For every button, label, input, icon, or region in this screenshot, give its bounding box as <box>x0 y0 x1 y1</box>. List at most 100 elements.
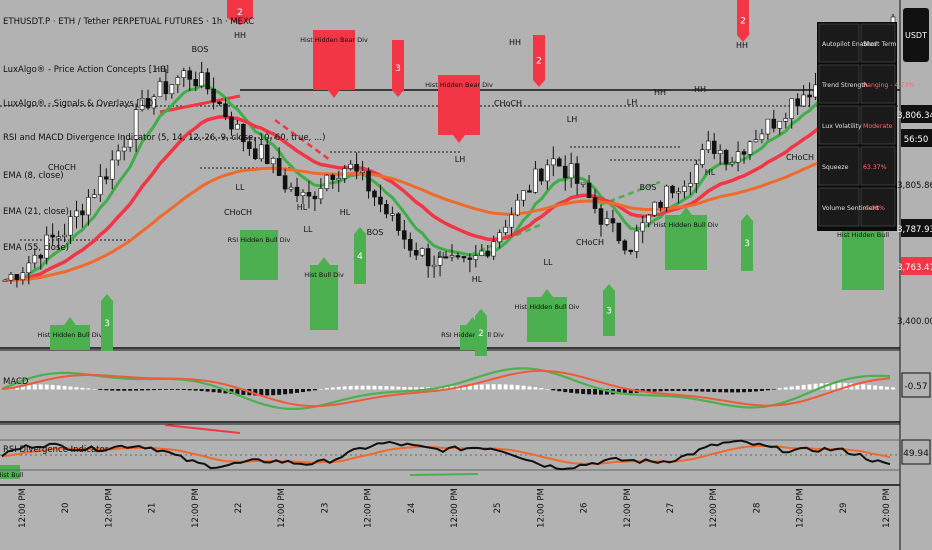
candle-body <box>670 185 675 194</box>
macd-bar <box>44 384 49 390</box>
signal-count-box[interactable] <box>392 40 404 90</box>
signal-count-box[interactable] <box>533 35 545 80</box>
signal-text: Hist Bull Div <box>304 271 344 279</box>
candle-body <box>282 175 288 190</box>
candle-body <box>193 79 198 87</box>
signal-box[interactable] <box>665 215 707 270</box>
legend: ETHUSDT.P · ETH / Tether PERPETUAL FUTUR… <box>3 17 325 253</box>
macd-bar <box>485 384 490 390</box>
signal-count-box[interactable] <box>101 301 113 351</box>
macd-bar <box>879 386 884 390</box>
macd-bar <box>318 388 323 390</box>
legend-rsi-macd-div[interactable]: RSI and MACD Divergence Indicator (5, 14… <box>3 133 325 143</box>
candle-body <box>300 191 306 197</box>
dashboard-key: Trend Strength <box>821 82 868 89</box>
candle-body <box>545 164 550 182</box>
legend-price-action[interactable]: LuxAlgo® - Price Action Concepts [1.0] <box>3 65 169 75</box>
signal-box[interactable] <box>313 30 355 90</box>
candle-body <box>109 159 115 180</box>
macd-bar <box>56 385 61 390</box>
signal-count-box[interactable] <box>603 291 615 336</box>
candle-body <box>604 218 610 225</box>
macd-bar <box>342 386 347 390</box>
macd-bar <box>593 389 597 395</box>
signal-box[interactable] <box>310 265 338 330</box>
signal-count-box[interactable] <box>737 0 749 35</box>
signal-count: 3 <box>104 319 110 329</box>
candle-body <box>795 98 800 107</box>
structure-label: LL <box>544 258 553 267</box>
signal-box[interactable] <box>50 325 90 350</box>
candle-body <box>407 238 413 251</box>
signal-count-box[interactable] <box>227 0 253 18</box>
macd-bar <box>163 389 168 390</box>
candle-body <box>115 150 121 161</box>
dashboard-key-cell <box>818 146 860 186</box>
macd-bar <box>134 389 139 391</box>
macd-bar <box>217 389 222 393</box>
price-axis[interactable]: USDT 3,806.34 56:50 3,805.86 3,787.93 3,763.… <box>897 8 932 465</box>
signal-count-box[interactable] <box>475 316 487 356</box>
macd-bar <box>193 389 198 391</box>
candle-body <box>187 70 193 80</box>
signal-count: 2 <box>536 57 542 67</box>
macd-bar <box>557 389 562 392</box>
dashboard-key: Volume Sentiment <box>822 205 880 212</box>
candle-body <box>580 182 586 185</box>
legend-signals-overlays[interactable]: LuxAlgo® - Signals & Overlays [1.0] <box>3 99 157 109</box>
macd-bar <box>372 385 377 390</box>
candle-body <box>121 146 127 152</box>
rsi-value-label: 49.94 <box>903 449 929 459</box>
time-axis-label: 25 <box>493 503 503 514</box>
macd-bar <box>521 385 526 390</box>
candle-body <box>169 84 175 95</box>
candle-body <box>419 248 425 256</box>
candle-body <box>372 190 377 198</box>
structure-label: CHoCH <box>576 238 604 247</box>
macd-title[interactable]: MACD <box>3 377 29 387</box>
signal-box[interactable] <box>0 465 20 479</box>
macd-bar <box>712 389 717 393</box>
time-axis[interactable]: 12:00 PM 20 12:00 PM 21 12:00 PM 22 12:00 PM 23… <box>18 488 892 528</box>
time-axis-label: 12:00 PM <box>364 488 374 528</box>
legend-ema-55[interactable]: EMA (55, close) <box>3 243 69 253</box>
candle-body <box>151 96 157 109</box>
candle-body <box>676 191 681 194</box>
macd-bar <box>152 389 156 391</box>
rsi-title[interactable]: RSI Divergence Indicator <box>3 445 109 455</box>
currency-badge[interactable] <box>903 8 929 62</box>
signal-box[interactable] <box>240 230 278 280</box>
time-axis-label: 12:00 PM <box>709 488 719 528</box>
macd-bar <box>169 389 174 390</box>
candle-body <box>503 226 508 233</box>
signal-box[interactable] <box>842 225 884 290</box>
legend-ema-21[interactable]: EMA (21, close) <box>3 207 69 217</box>
dashboard-value: 63.37% <box>863 164 887 171</box>
candle-body <box>74 210 79 217</box>
candle-body <box>711 140 717 154</box>
macd-bar <box>306 389 311 392</box>
candle-body <box>622 240 628 251</box>
candle-body <box>771 118 777 129</box>
dashboard-value-cell <box>860 105 896 145</box>
macd-bar <box>384 386 389 390</box>
candle-body <box>86 197 91 216</box>
candle-body <box>658 201 663 208</box>
candle-body <box>44 234 49 259</box>
time-axis-label: 21 <box>148 503 158 514</box>
time-axis-label: 12:00 PM <box>277 488 287 528</box>
structure-label: CHoCH <box>494 99 522 108</box>
signal-box[interactable] <box>438 75 480 135</box>
dashboard-value-cell <box>860 23 896 63</box>
macd-bar <box>646 389 651 392</box>
macd-bar <box>813 383 818 390</box>
macd-bar <box>277 389 282 395</box>
signal-box[interactable] <box>527 297 567 342</box>
legend-ema-8[interactable]: EMA (8, close) <box>3 171 64 181</box>
candle-body <box>318 188 324 200</box>
signal-count-box[interactable] <box>741 221 753 271</box>
signal-count-box[interactable] <box>354 234 366 284</box>
candle-body <box>598 208 604 225</box>
